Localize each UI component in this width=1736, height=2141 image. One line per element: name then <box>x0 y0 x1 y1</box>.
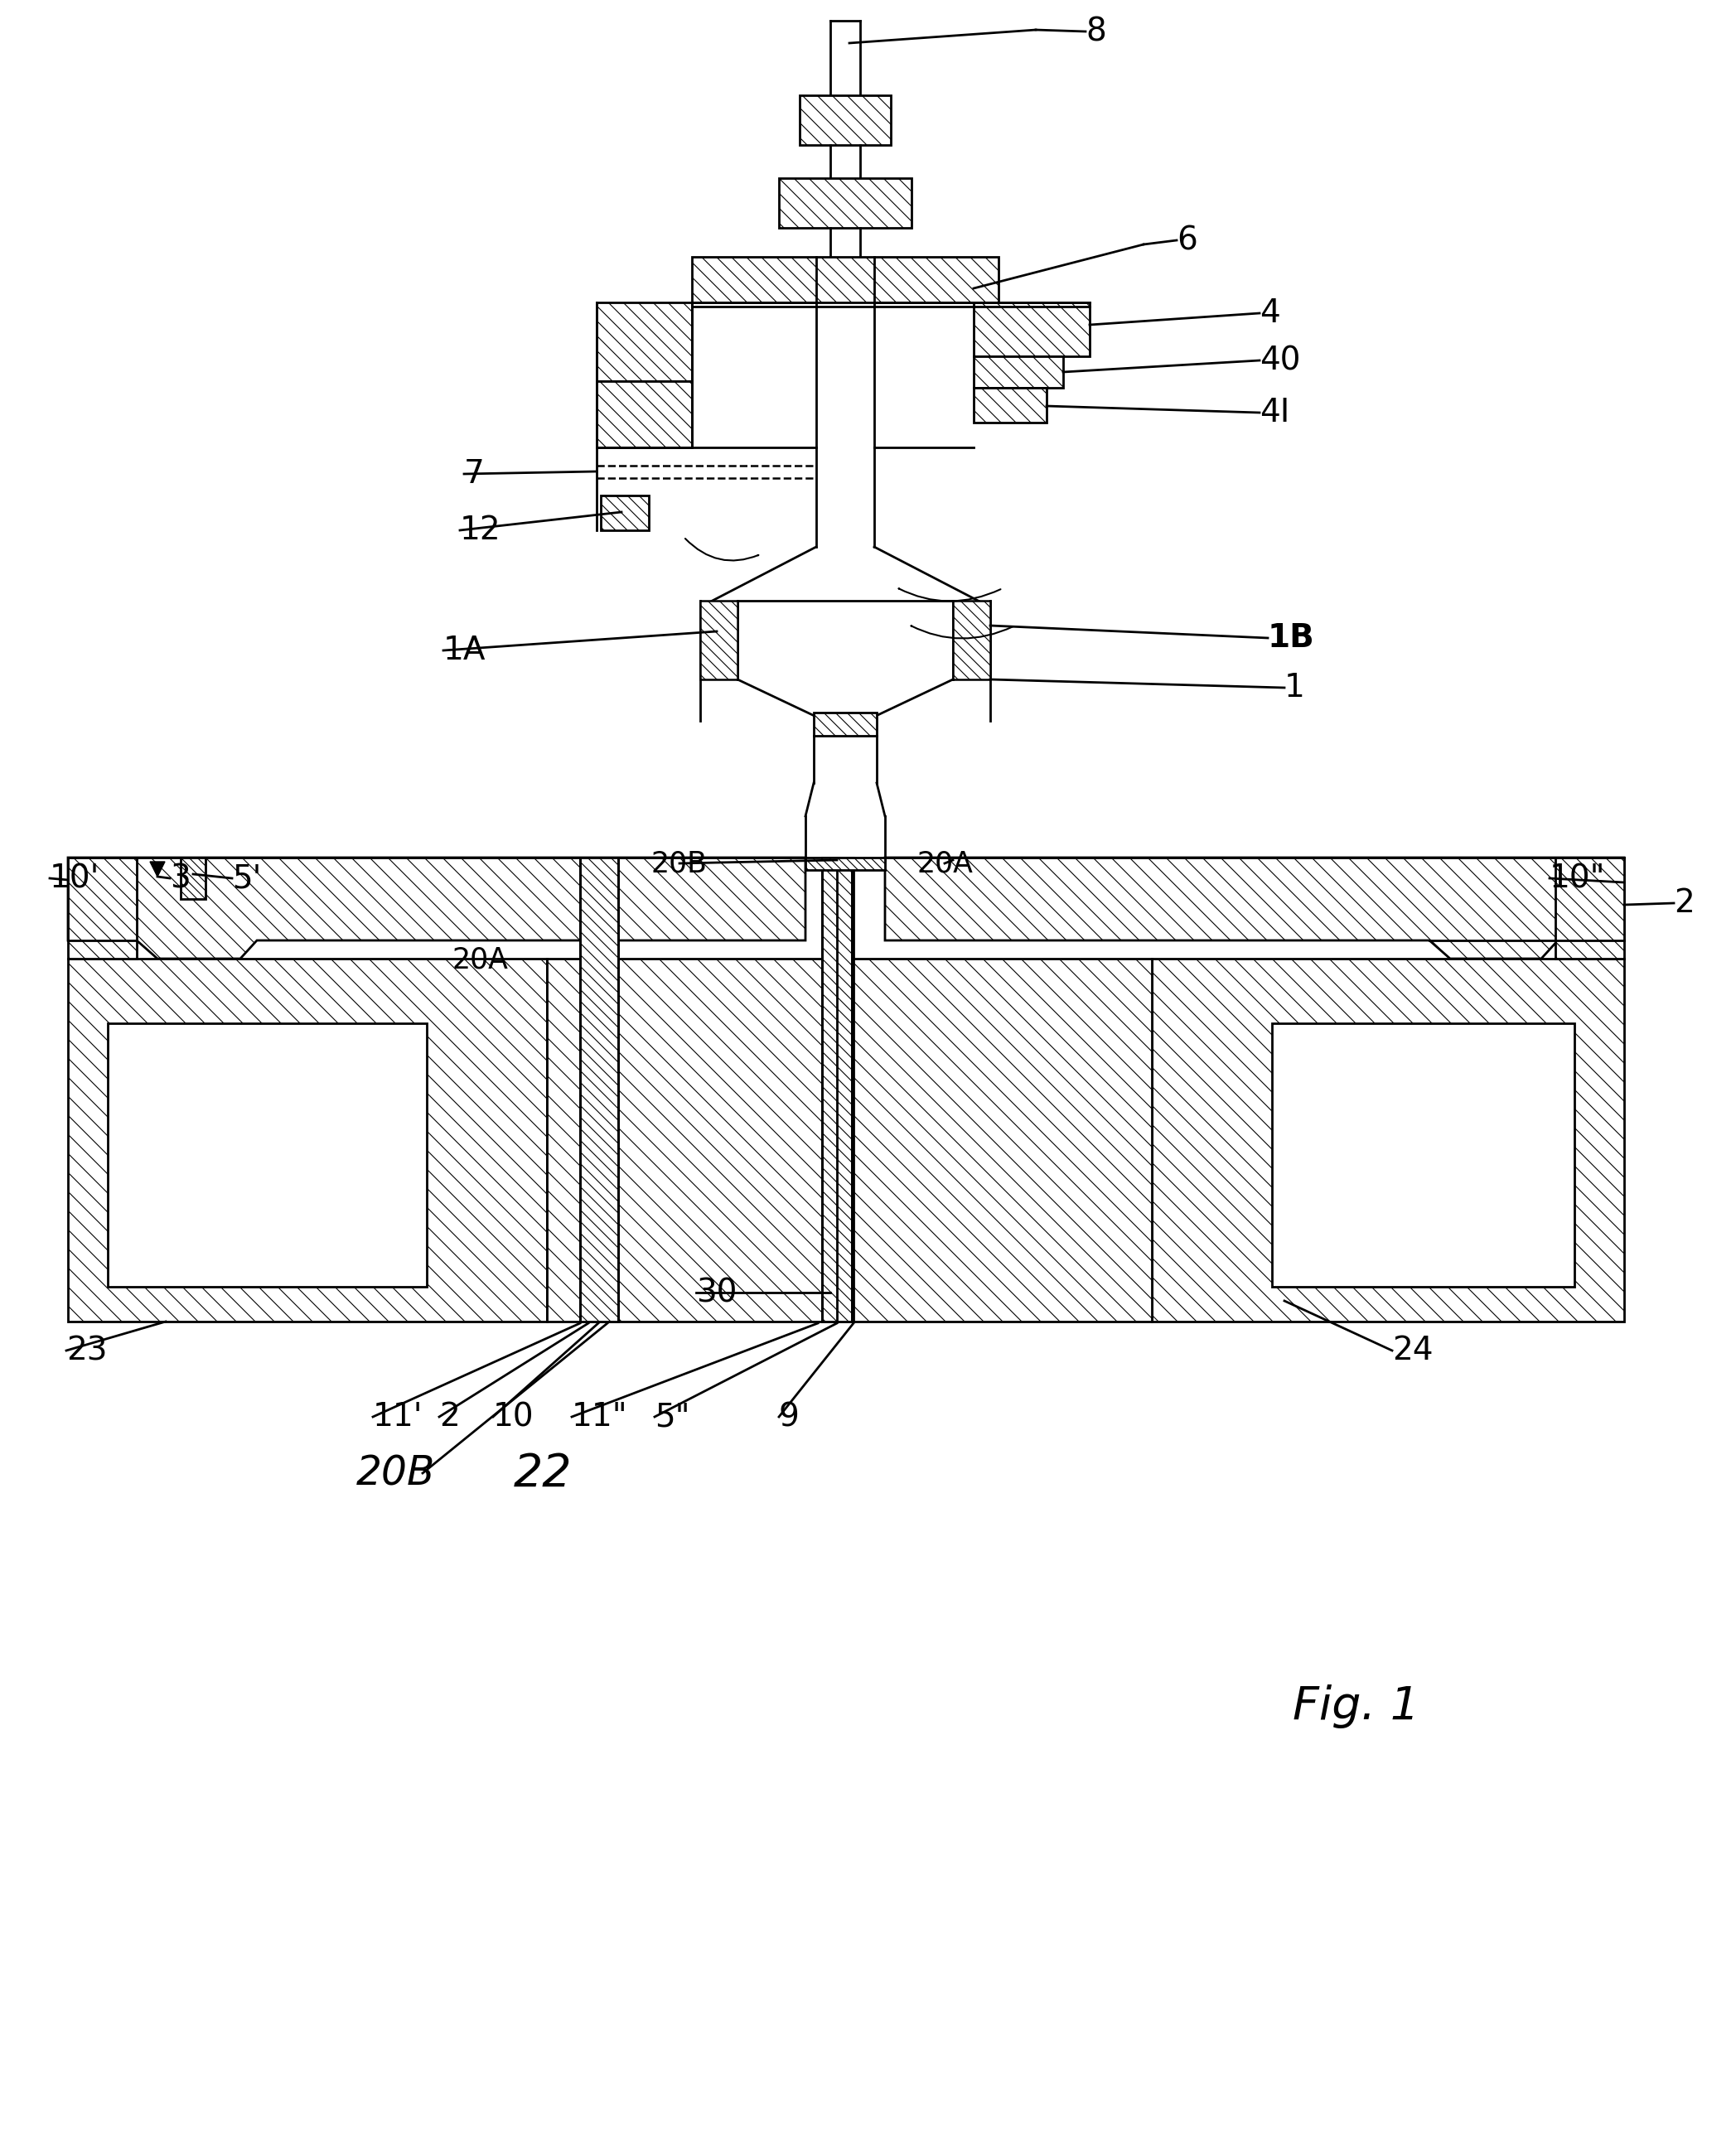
Bar <box>597 302 693 381</box>
Bar <box>601 495 649 531</box>
Text: 8: 8 <box>1085 15 1106 47</box>
Polygon shape <box>68 859 806 959</box>
Text: 12: 12 <box>460 514 502 546</box>
Polygon shape <box>885 859 1625 959</box>
Text: 7: 7 <box>464 458 484 490</box>
Text: 3: 3 <box>170 863 191 895</box>
Bar <box>597 381 693 447</box>
Bar <box>1555 859 1625 959</box>
Text: 10': 10' <box>50 863 99 895</box>
Bar <box>580 859 618 1321</box>
Text: 5': 5' <box>233 863 262 895</box>
Text: 2: 2 <box>1674 886 1694 918</box>
Bar <box>974 355 1062 388</box>
Text: 4I: 4I <box>1260 396 1290 428</box>
Bar <box>693 257 998 302</box>
FancyArrowPatch shape <box>899 589 1000 602</box>
Text: 30: 30 <box>696 1276 738 1308</box>
Text: 40: 40 <box>1260 345 1300 377</box>
Polygon shape <box>1151 959 1625 1321</box>
Text: Fig. 1: Fig. 1 <box>1293 1685 1420 1728</box>
Text: 6: 6 <box>1177 225 1198 257</box>
Text: 1B: 1B <box>1267 623 1314 653</box>
Bar <box>108 1023 427 1287</box>
Text: 20A: 20A <box>917 850 972 878</box>
Bar <box>779 178 911 227</box>
Polygon shape <box>547 959 1151 1321</box>
Text: 2: 2 <box>439 1400 460 1432</box>
Text: 11": 11" <box>571 1400 628 1432</box>
Text: 23: 23 <box>66 1334 108 1366</box>
Polygon shape <box>149 861 165 876</box>
Text: 9: 9 <box>779 1400 800 1432</box>
Bar <box>700 602 738 679</box>
Bar <box>814 713 877 737</box>
Text: 20A: 20A <box>451 946 509 974</box>
Text: 22: 22 <box>514 1452 573 1494</box>
FancyArrowPatch shape <box>686 540 759 561</box>
Polygon shape <box>68 959 547 1321</box>
Text: 1: 1 <box>1285 672 1305 704</box>
Bar <box>800 96 891 146</box>
Bar <box>68 859 137 959</box>
Text: 10": 10" <box>1550 863 1606 895</box>
Text: 4: 4 <box>1260 298 1279 330</box>
Text: 10: 10 <box>493 1400 535 1432</box>
Bar <box>974 388 1047 422</box>
Text: 1A: 1A <box>443 634 486 666</box>
Text: 11': 11' <box>373 1400 424 1432</box>
Bar <box>823 859 852 1321</box>
Bar <box>806 859 885 869</box>
Bar <box>1272 1023 1575 1287</box>
Bar <box>953 602 990 679</box>
Text: 20B: 20B <box>651 850 708 878</box>
Text: 20B: 20B <box>356 1454 436 1492</box>
Bar <box>181 859 205 899</box>
FancyArrowPatch shape <box>911 625 1014 638</box>
Text: 24: 24 <box>1392 1334 1434 1366</box>
Text: 5": 5" <box>654 1400 689 1432</box>
Bar <box>974 302 1090 355</box>
